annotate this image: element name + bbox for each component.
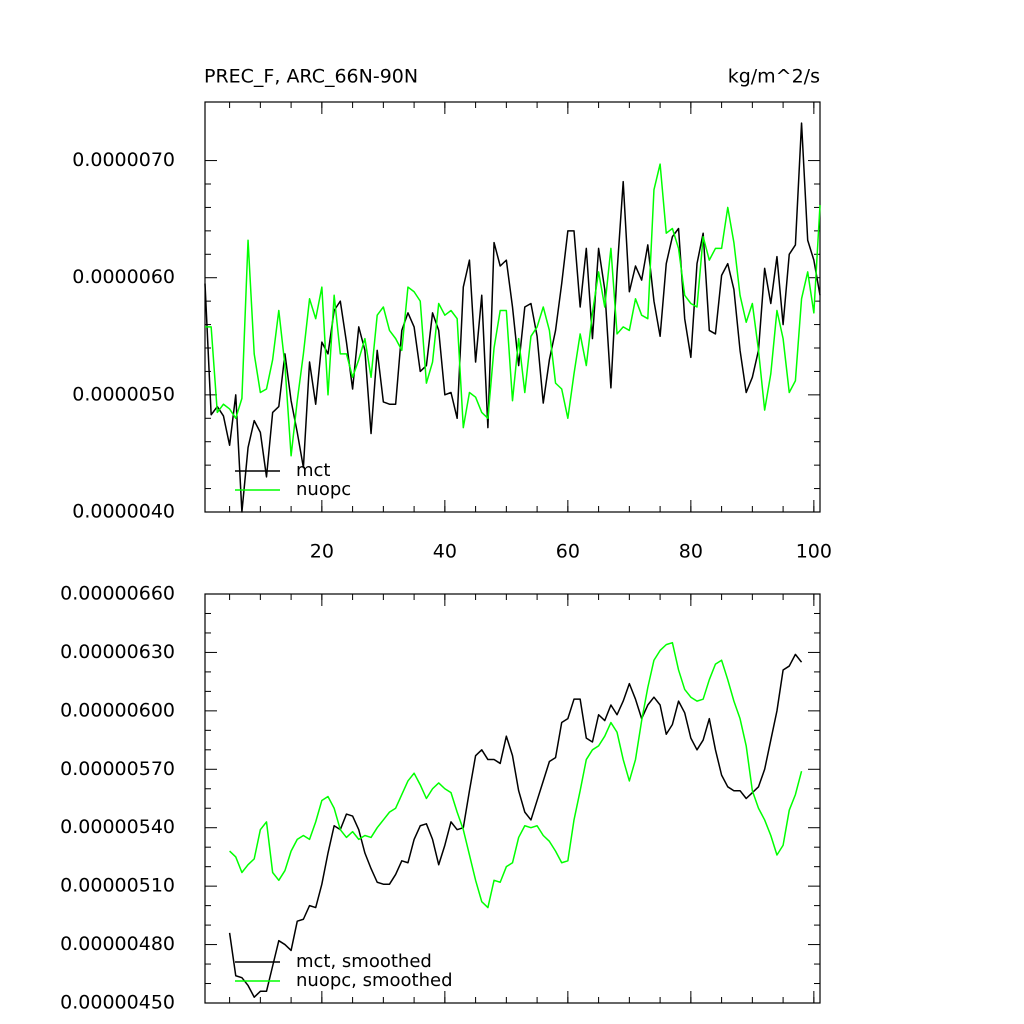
y-tick-label: 0.00000480	[60, 933, 175, 955]
legend-label: mct, smoothed	[296, 951, 432, 972]
x-tick-label: 80	[679, 541, 703, 563]
legend-label: nuopc, smoothed	[296, 970, 453, 991]
series-line	[229, 641, 803, 909]
series-line	[228, 653, 803, 998]
y-tick-label: 0.00000570	[60, 758, 175, 780]
x-tick-label: 20	[310, 541, 334, 563]
series-line	[205, 163, 821, 457]
y-tick-label: 0.00000540	[60, 816, 175, 838]
y-tick-label: 0.00000630	[60, 641, 175, 663]
y-tick-label: 0.00000510	[60, 875, 175, 897]
units-label: kg/m^2/s	[728, 66, 820, 88]
chart-title: PREC_F, ARC_66N-90N	[204, 66, 418, 88]
plot-frame	[204, 101, 821, 513]
x-tick-label: 100	[796, 541, 832, 563]
y-tick-label: 0.0000040	[72, 501, 175, 523]
y-tick-label: 0.00000660	[60, 583, 175, 605]
x-tick-label: 60	[556, 541, 580, 563]
y-tick-label: 0.00000600	[60, 699, 175, 721]
y-tick-label: 0.0000060	[72, 266, 175, 288]
y-tick-label: 0.0000070	[72, 149, 175, 171]
y-tick-label: 0.00000450	[60, 992, 175, 1014]
legend-label: mct	[296, 460, 331, 481]
y-tick-label: 0.0000050	[72, 383, 175, 405]
series-line	[204, 122, 821, 513]
x-tick-label: 40	[433, 541, 457, 563]
legend-label: nuopc	[296, 479, 351, 500]
plot-frame	[204, 593, 821, 1004]
